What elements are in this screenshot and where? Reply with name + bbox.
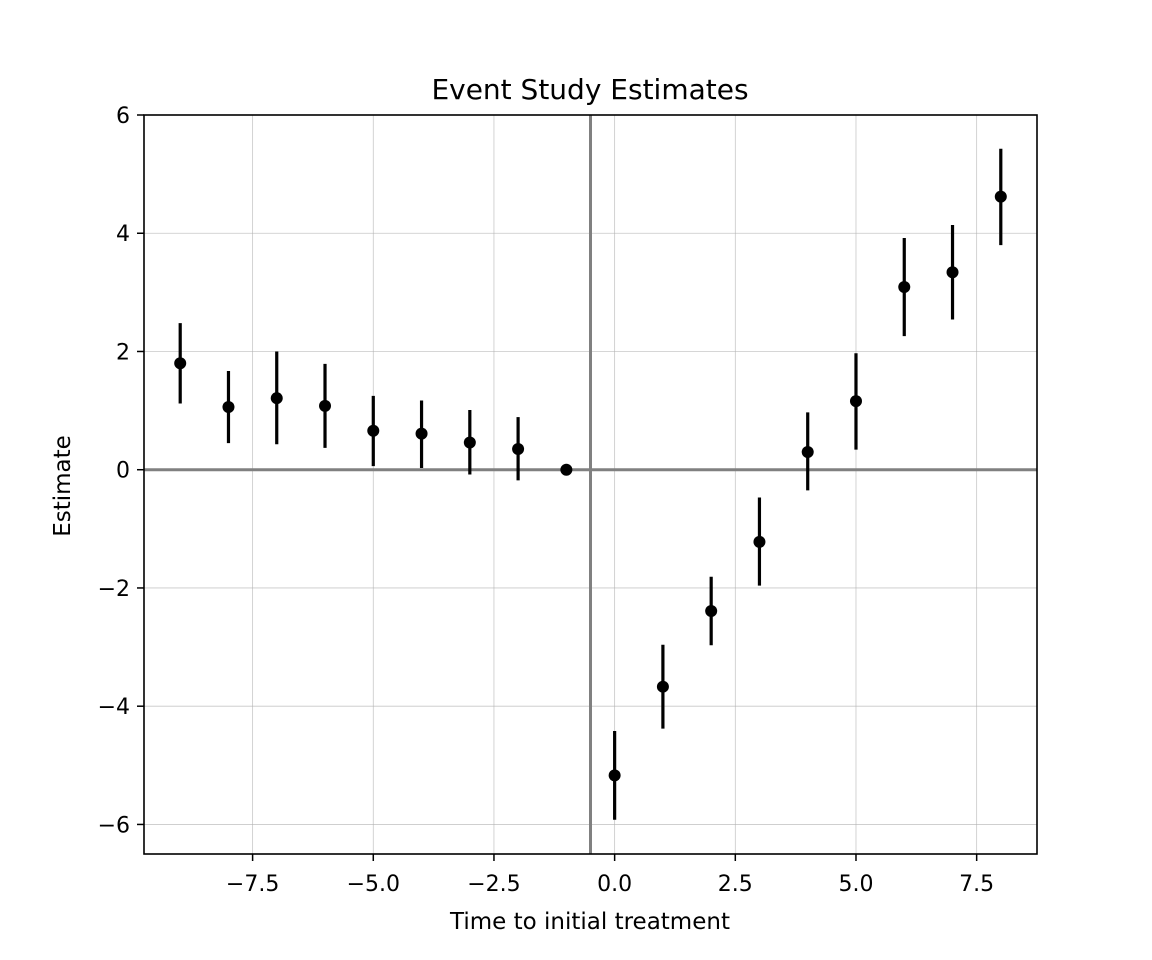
x-tick-label: 0.0 (597, 872, 632, 897)
plot-frame (143, 114, 1038, 855)
data-point (319, 399, 332, 412)
x-axis-label: Time to initial treatment (449, 909, 730, 935)
data-point (463, 436, 476, 449)
data-point (946, 266, 959, 279)
data-point (753, 535, 766, 548)
x-tick-label: −2.5 (467, 872, 520, 897)
chart-title: Event Study Estimates (431, 73, 748, 106)
data-point (367, 424, 380, 437)
x-tick-label: 5.0 (838, 872, 873, 897)
y-tick-label: 6 (116, 104, 130, 129)
y-tick-label: −4 (98, 695, 130, 720)
x-tick-label: −5.0 (347, 872, 400, 897)
data-point (656, 680, 669, 693)
data-marks (174, 148, 1007, 820)
data-point (994, 190, 1007, 203)
y-tick-label: −2 (98, 577, 130, 602)
data-point (849, 395, 862, 408)
data-point (174, 357, 187, 370)
y-tick-label: 0 (116, 459, 130, 484)
data-point (560, 463, 573, 476)
y-tick-label: 2 (116, 340, 130, 365)
y-tick-label: −6 (98, 813, 130, 838)
x-tick-label: 7.5 (959, 872, 994, 897)
x-tick-label: −7.5 (226, 872, 279, 897)
data-point (415, 427, 428, 440)
data-point (270, 392, 283, 405)
data-point (705, 605, 718, 618)
data-point (898, 281, 911, 294)
data-point (222, 401, 235, 414)
data-point (608, 769, 621, 782)
y-tick-label: 4 (116, 222, 130, 247)
axis-ticks: −7.5 −5.0 −2.5 0.0 2.5 5.0 7.5 −6 −4 −2 0 2 4 6 (98, 104, 995, 897)
data-point (512, 443, 525, 456)
x-tick-label: 2.5 (718, 872, 753, 897)
reference-lines (144, 115, 1037, 854)
data-point (801, 445, 814, 458)
y-axis-label: Estimate (50, 435, 76, 537)
